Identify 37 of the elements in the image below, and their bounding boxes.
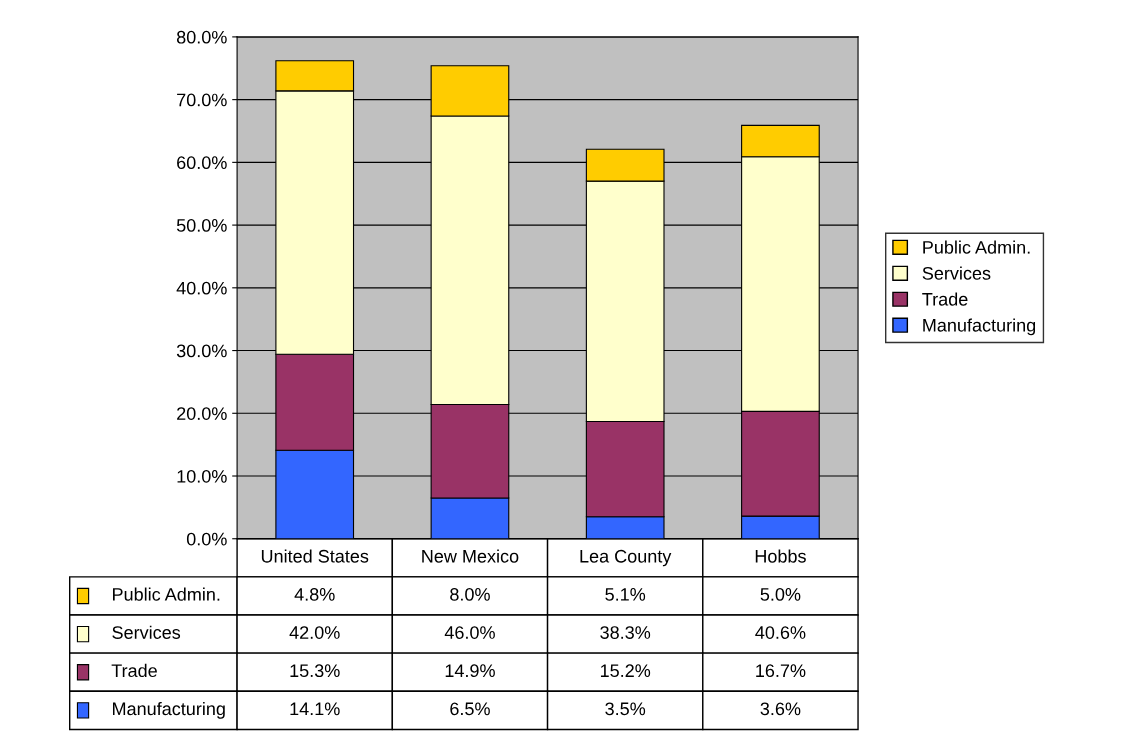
x-tick-label: Lea County <box>580 549 672 567</box>
text: Services <box>112 625 181 639</box>
data-label: 42.0% <box>289 626 340 639</box>
y-tick-label: 10.0% <box>177 469 227 483</box>
text: Public Admin. <box>113 587 220 601</box>
data-label: 5.0% <box>760 588 801 601</box>
data-label: 46.0% <box>444 626 495 639</box>
data-label: 3.5% <box>605 702 646 716</box>
data-label: 40.6% <box>755 626 806 639</box>
y-tick-label: 0.0% <box>186 532 227 546</box>
y-tick-label: 50.0% <box>176 219 227 232</box>
legend-label: Services <box>922 266 991 280</box>
data-label: 3.6% <box>760 702 801 716</box>
text: Trade <box>111 663 157 678</box>
data-label: 38.3% <box>600 626 651 639</box>
y-tick-label: 30.0% <box>176 344 227 358</box>
x-tick-label: Hobbs <box>755 549 806 563</box>
data-label: 8.0% <box>450 588 490 601</box>
y-tick-label: 70.0% <box>177 93 227 107</box>
data-label: 4.8% <box>294 588 335 601</box>
y-tick-label: 20.0% <box>177 407 227 420</box>
data-label: 14.9% <box>445 664 495 678</box>
data-label: 14.1% <box>290 702 340 716</box>
legend-label: Trade <box>922 292 968 306</box>
data-label: 5.1% <box>605 588 646 601</box>
y-tick-label: 80.0% <box>176 30 227 44</box>
data-label: 15.3% <box>290 664 340 678</box>
text: Manufacturing <box>113 701 225 719</box>
x-tick-label: New Mexico <box>422 549 519 563</box>
y-tick-label: 40.0% <box>176 281 227 295</box>
x-tick-label: United States <box>261 549 369 563</box>
data-label: 15.2% <box>600 664 651 678</box>
legend-label: Public Admin. <box>923 240 1030 254</box>
y-tick-label: 60.0% <box>177 156 227 170</box>
legend-label: Manufacturing <box>923 318 1036 336</box>
data-label: 16.7% <box>756 664 806 678</box>
data-label: 6.5% <box>450 702 490 716</box>
